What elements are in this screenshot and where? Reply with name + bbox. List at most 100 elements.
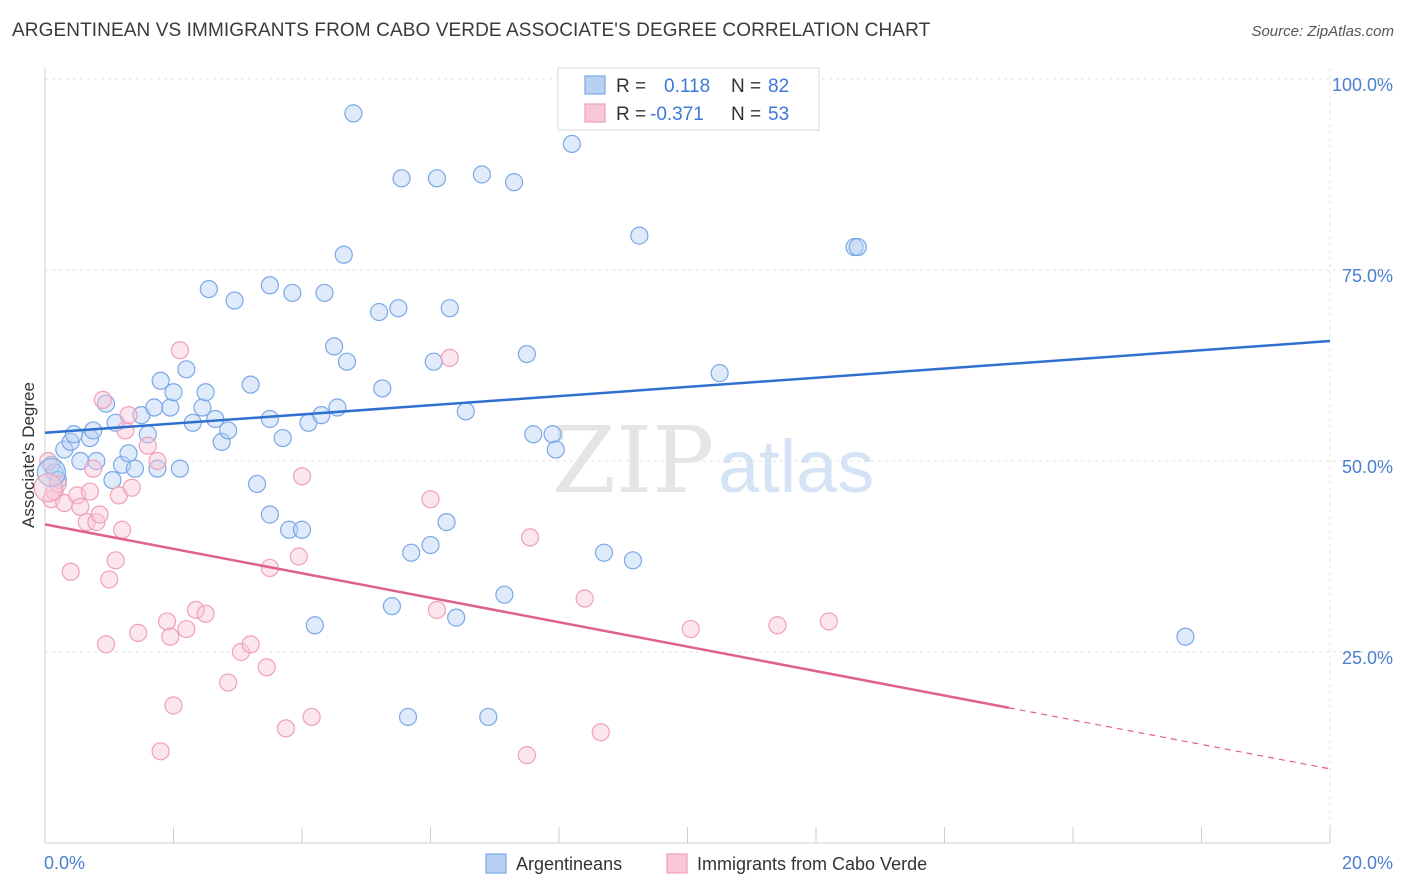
- cabo-verde-point-45: [520, 528, 540, 547]
- trend-line-cabo-verde-extension: [1008, 707, 1331, 770]
- stats-legend-swatch-argentineans: [584, 75, 606, 95]
- cabo-verde-point-21: [122, 478, 141, 497]
- cabo-verde-point-41: [302, 707, 321, 727]
- cabo-verde-point-10: [84, 459, 103, 478]
- argentineans-point-61: [437, 513, 456, 532]
- cabo-verde-point-43: [427, 600, 447, 620]
- argentineans-point-69: [517, 344, 536, 364]
- argentineans-point-24: [177, 360, 196, 379]
- cabo-verde-point-36: [257, 658, 276, 677]
- argentineans-point-54: [389, 299, 408, 318]
- cabo-verde-point-15: [100, 570, 119, 589]
- x-tick-label-1: 20.0%: [1342, 853, 1393, 873]
- cabo-verde-point-35: [241, 635, 260, 654]
- stats-r-label-1: R =: [616, 76, 646, 97]
- argentineans-point-27: [196, 383, 215, 402]
- cabo-verde-point-7: [71, 497, 90, 516]
- cabo-verde-point-24: [148, 451, 167, 471]
- argentineans-point-48: [334, 245, 353, 264]
- cabo-verde-point-23: [138, 436, 157, 455]
- y-tick-label-2: 75.0%: [1342, 266, 1393, 286]
- argentineans-point-11: [103, 471, 122, 490]
- stats-r-label-2: R =: [616, 104, 646, 125]
- stats-legend-swatch-cabo-verde: [584, 103, 606, 123]
- watermark-atlas: atlas: [718, 425, 874, 508]
- cabo-verde-point-0: [39, 451, 58, 471]
- argentineans-point-38: [273, 428, 292, 448]
- argentineans-point-56: [398, 707, 418, 727]
- stats-n-label-2: N =: [731, 104, 761, 125]
- cabo-verde-point-22: [129, 623, 148, 643]
- legend-label-argentineans: Argentineans: [516, 854, 622, 874]
- argentineans-point-40: [283, 283, 302, 303]
- legend-label-cabo-verde: Immigrants from Cabo Verde: [697, 854, 927, 874]
- argentineans-point-64: [456, 402, 475, 421]
- argentineans-point-21: [161, 398, 180, 417]
- y-tick-label-0: 25.0%: [1342, 648, 1393, 668]
- argentineans-point-60: [427, 169, 447, 188]
- argentineans-point-49: [337, 352, 357, 371]
- axes: [44, 68, 1331, 844]
- cabo-verde-point-33: [219, 673, 238, 692]
- cabo-verde-cluster-point: [33, 473, 63, 503]
- cabo-verde-point-32: [196, 604, 215, 623]
- argentineans-point-55: [392, 169, 411, 188]
- cabo-verde-point-20: [119, 406, 138, 425]
- cabo-verde-point-13: [93, 390, 112, 409]
- cabo-verde-point-30: [177, 619, 196, 639]
- cabo-verde-point-27: [161, 627, 180, 646]
- argentineans-point-30: [212, 432, 231, 451]
- tick-labels: 25.0% 50.0% 75.0% 100.0% 0.0% 20.0%: [44, 75, 1393, 873]
- cabo-verde-point-51: [819, 612, 838, 631]
- argentineans-point-81: [1176, 627, 1195, 646]
- argentineans-point-22: [164, 383, 183, 402]
- stats-r-value-2: -0.371: [650, 104, 704, 125]
- argentineans-point-73: [562, 134, 581, 154]
- stats-legend: R = 0.118 N = 82 R = -0.371 N = 53: [557, 67, 820, 131]
- trend-line-argentineans: [44, 339, 1331, 434]
- argentineans-point-20: [151, 371, 170, 390]
- stats-r-value-1: 0.118: [664, 76, 710, 97]
- argentineans-point-77: [630, 226, 649, 245]
- argentineans-point-50: [344, 104, 363, 123]
- chart-title: ARGENTINEAN VS IMMIGRANTS FROM CABO VERD…: [12, 20, 931, 41]
- argentineans-point-5: [64, 425, 84, 444]
- argentineans-point-23: [170, 459, 190, 478]
- argentineans-point-19: [148, 459, 167, 478]
- cabo-verde-point-9: [80, 482, 100, 501]
- trend-line-cabo-verde: [44, 523, 1009, 709]
- argentineans-point-31: [219, 421, 238, 440]
- bottom-legend: Argentineans Immigrants from Cabo Verde: [485, 853, 927, 874]
- argentineans-point-34: [247, 474, 267, 494]
- data-points: [33, 69, 1195, 765]
- y-tick-label-3: 100.0%: [1332, 75, 1393, 95]
- argentineans-point-70: [524, 425, 543, 444]
- cabo-verde-point-16: [106, 551, 125, 570]
- argentineans-point-65: [472, 165, 491, 184]
- y-tick-label-1: 50.0%: [1342, 457, 1393, 477]
- argentineans-point-62: [440, 299, 459, 318]
- stats-n-value-2: 53: [768, 104, 789, 125]
- cabo-verde-point-19: [116, 421, 135, 440]
- argentineans-point-67: [495, 585, 514, 604]
- cabo-verde-point-38: [276, 719, 296, 738]
- argentineans-point-46: [325, 337, 344, 356]
- cabo-verde-point-39: [289, 547, 308, 566]
- cabo-verde-point-47: [575, 589, 594, 608]
- argentineans-point-39: [280, 520, 299, 539]
- argentineans-point-32: [225, 291, 244, 310]
- cabo-verde-point-31: [186, 600, 206, 620]
- argentineans-point-63: [447, 608, 466, 627]
- cabo-verde-point-28: [164, 696, 183, 715]
- cabo-verde-point-12: [90, 505, 109, 524]
- stats-n-value-1: 82: [768, 76, 789, 97]
- argentineans-point-68: [504, 173, 524, 192]
- argentineans-point-57: [402, 543, 421, 562]
- cabo-verde-point-25: [151, 742, 170, 761]
- argentineans-point-37: [260, 409, 279, 429]
- argentineans-point-45: [315, 283, 334, 303]
- watermark-zip: ZIP: [552, 407, 714, 514]
- argentineans-point-43: [305, 616, 324, 635]
- cabo-verde-point-26: [157, 612, 177, 631]
- argentineans-point-59: [424, 352, 443, 371]
